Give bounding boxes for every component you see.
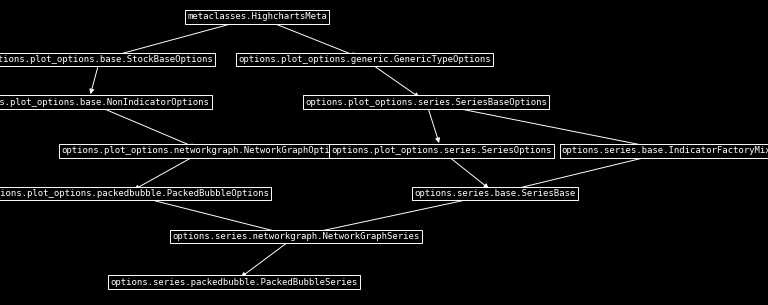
Text: options.series.packedbubble.PackedBubbleSeries: options.series.packedbubble.PackedBubble…: [111, 278, 358, 287]
Text: metaclasses.HighchartsMeta: metaclasses.HighchartsMeta: [187, 12, 327, 21]
Text: options.plot_options.series.SeriesOptions: options.plot_options.series.SeriesOption…: [332, 146, 551, 156]
Text: options.plot_options.packedbubble.PackedBubbleOptions: options.plot_options.packedbubble.Packed…: [0, 189, 269, 198]
Text: options.plot_options.base.StockBaseOptions: options.plot_options.base.StockBaseOptio…: [0, 55, 213, 64]
Text: options.series.base.SeriesBase: options.series.base.SeriesBase: [415, 189, 576, 198]
Text: options.plot_options.series.SeriesBaseOptions: options.plot_options.series.SeriesBaseOp…: [306, 98, 547, 107]
Text: options.series.base.IndicatorFactoryMixin: options.series.base.IndicatorFactoryMixi…: [562, 146, 768, 156]
Text: options.plot_options.generic.GenericTypeOptions: options.plot_options.generic.GenericType…: [239, 55, 491, 64]
Text: options.series.networkgraph.NetworkGraphSeries: options.series.networkgraph.NetworkGraph…: [172, 232, 419, 241]
Text: options.plot_options.networkgraph.NetworkGraphOptions: options.plot_options.networkgraph.Networ…: [61, 146, 346, 156]
Text: options.plot_options.base.NonIndicatorOptions: options.plot_options.base.NonIndicatorOp…: [0, 98, 209, 107]
